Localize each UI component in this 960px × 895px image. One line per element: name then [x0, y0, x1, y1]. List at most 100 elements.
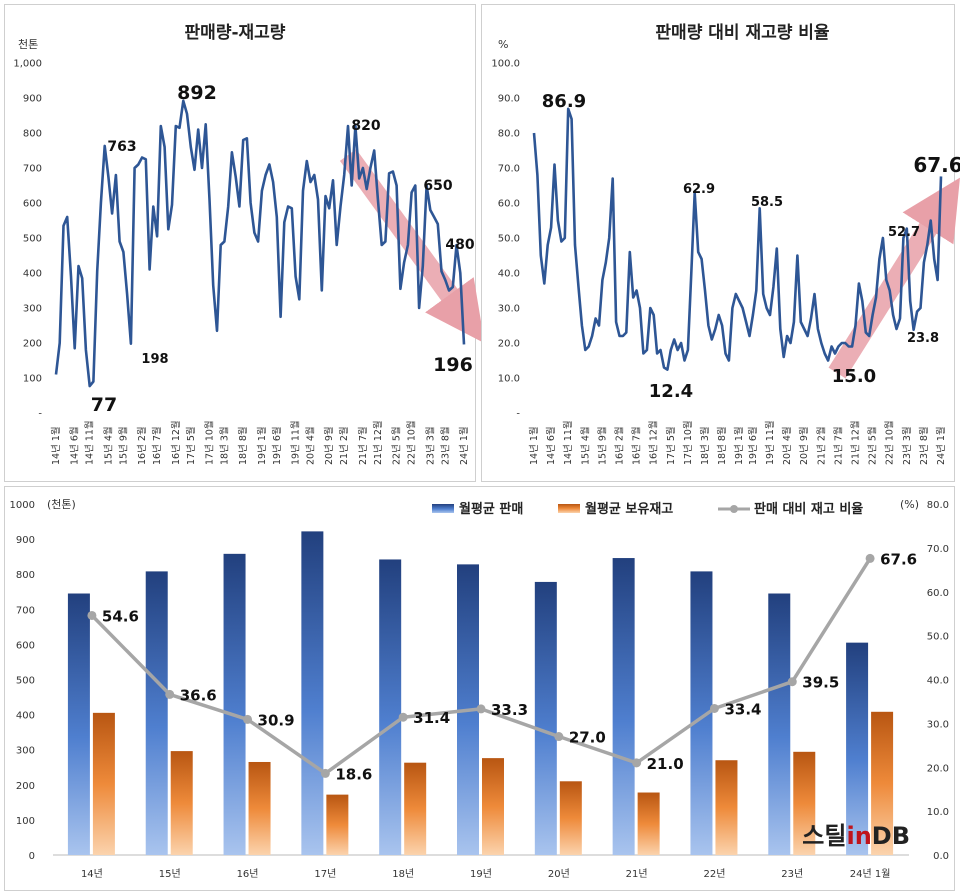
- x-tick-label: 15년 9월: [117, 426, 129, 465]
- x-tick-label: 14년 11월: [562, 420, 574, 465]
- x-tick-label: 20년 4월: [305, 426, 317, 465]
- x-tick-label: 22년 5월: [867, 426, 879, 465]
- ratio-point: [476, 704, 486, 714]
- data-label: 196: [433, 354, 473, 376]
- y-tick-label: 900: [23, 94, 42, 105]
- legend-marker-ratio: [730, 505, 738, 513]
- data-label: 198: [141, 352, 168, 367]
- y-tick-label: 40.0: [498, 269, 520, 280]
- x-tick-label: 15년 9월: [596, 426, 608, 465]
- chart-title: 판매량-재고량: [185, 23, 286, 43]
- ratio-point: [398, 712, 408, 722]
- bar-sales: [145, 571, 168, 855]
- x-tick-label: 17년 5월: [665, 426, 677, 465]
- x-tick-label: 21년 2월: [338, 426, 350, 465]
- y-axis-unit: 천톤: [18, 37, 38, 51]
- bar-inventory: [326, 794, 349, 855]
- x-tick-label: 22년 10월: [406, 420, 418, 465]
- legend-label-sales: 월평균 판매: [459, 501, 523, 517]
- y-tick-label: 500: [23, 234, 42, 245]
- x-tick-label: 19년 6월: [271, 426, 283, 465]
- bar-sales: [846, 642, 869, 855]
- chart-title: 판매량 대비 재고량 비율: [655, 23, 830, 43]
- bar-sales: [768, 593, 791, 855]
- data-label: 15.0: [832, 366, 876, 387]
- x-tick-label: 18년 3월: [699, 426, 711, 465]
- x-tick-label: 17년: [314, 868, 336, 880]
- y2-tick-label: 10.0: [927, 807, 949, 818]
- y-tick-label: 200: [16, 781, 35, 792]
- y-tick-label: 400: [16, 711, 35, 722]
- y-tick-label: 400: [23, 269, 42, 280]
- y-tick-label: -: [38, 409, 42, 420]
- ratio-data-label: 39.5: [802, 674, 839, 692]
- x-tick-label: 15년 4월: [579, 426, 591, 465]
- ratio-data-label: 33.3: [491, 701, 528, 719]
- bar-inventory: [482, 758, 504, 855]
- x-tick-label: 20년 4월: [781, 426, 793, 465]
- series-line: [54, 99, 466, 388]
- x-tick-label: 16년 12월: [648, 420, 660, 465]
- y-tick-label: 1000: [10, 500, 35, 511]
- y-tick-label: 100: [23, 374, 42, 385]
- data-label: 820: [351, 118, 380, 134]
- x-tick-label: 15년 4월: [102, 426, 114, 465]
- ratio-panel: 판매량 대비 재고량 비율% - 10.0 20.0 30.0 40.0 50.0 60.0 7…: [481, 4, 960, 482]
- y-tick-label: -: [516, 409, 520, 420]
- x-tick-label: 18년 8월: [237, 426, 249, 465]
- y2-axis-unit: (%): [900, 498, 919, 511]
- y-tick-label: 600: [23, 199, 42, 210]
- x-tick-label: 21년 2월: [815, 426, 827, 465]
- y-tick-label: 700: [23, 164, 42, 175]
- ratio-data-label: 30.9: [258, 711, 295, 729]
- ratio-data-label: 54.6: [102, 607, 139, 625]
- data-label: 480: [445, 237, 474, 253]
- y-tick-label: 100: [16, 816, 35, 827]
- y-tick-label: 100.0: [491, 59, 520, 70]
- x-tick-label: 22년: [703, 868, 725, 880]
- x-tick-label: 16년 7월: [151, 426, 163, 465]
- legend-swatch-sales: [432, 504, 454, 513]
- bar-inventory: [715, 760, 738, 855]
- x-tick-label: 20년: [548, 868, 570, 880]
- data-label: 58.5: [751, 195, 783, 210]
- y-tick-label: 600: [16, 640, 35, 651]
- ratio-data-label: 27.0: [569, 729, 606, 747]
- bar-inventory: [637, 792, 660, 855]
- x-tick-label: 21년 12월: [372, 420, 384, 465]
- x-tick-label: 21년 7월: [832, 426, 844, 465]
- ratio-data-label: 18.6: [335, 765, 372, 783]
- x-tick-label: 21년 7월: [357, 426, 369, 465]
- bar-inventory: [404, 762, 427, 855]
- data-label: 23.8: [907, 331, 939, 346]
- x-tick-label: 17년 5월: [185, 426, 197, 465]
- sales-inventory-panel: 판매량-재고량 천톤 - 100 200 300 400 500 600 700 800 900 1,0…: [4, 4, 485, 482]
- ratio-chart: 판매량 대비 재고량 비율% - 10.0 20.0 30.0 40.0 50.0 60.0 7…: [491, 23, 960, 465]
- x-tick-label: 19년 1월: [733, 426, 745, 465]
- x-tick-label: 17년 10월: [682, 420, 694, 465]
- data-label: 77: [91, 394, 117, 416]
- bar-sales: [379, 559, 402, 855]
- x-tick-label: 18년: [392, 868, 414, 880]
- bar-sales: [534, 581, 557, 855]
- data-label: 86.9: [542, 91, 586, 112]
- x-tick-label: 20년 9월: [323, 426, 335, 465]
- x-tick-label: 14년 11월: [84, 420, 96, 465]
- steelindb-logo: 스틸inDB: [802, 822, 910, 850]
- x-tick-label: 14년 1월: [528, 426, 540, 465]
- y-axis-unit: %: [498, 38, 508, 51]
- y-tick-label: 700: [16, 605, 35, 616]
- y-tick-label: 300: [16, 746, 35, 757]
- y-tick-label: 70.0: [498, 164, 520, 175]
- x-tick-label: 20년 9월: [798, 426, 810, 465]
- series-line: [532, 107, 943, 371]
- y-tick-label: 30.0: [498, 304, 520, 315]
- ratio-point: [865, 553, 875, 563]
- data-label: 650: [423, 178, 452, 194]
- y2-tick-label: 20.0: [927, 763, 949, 774]
- x-tick-label: 21년: [626, 868, 648, 880]
- bar-sales: [223, 553, 246, 855]
- ratio-point: [320, 768, 330, 778]
- x-tick-label: 14년 6월: [69, 426, 81, 465]
